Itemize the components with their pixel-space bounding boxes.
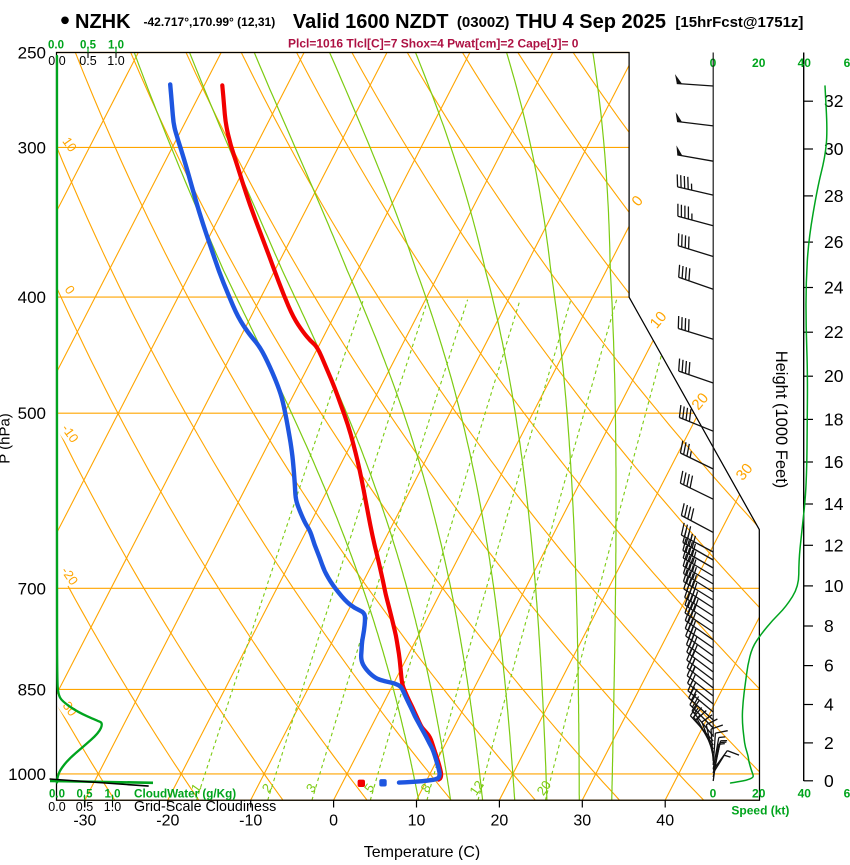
svg-text:Valid 1600 NZDT: Valid 1600 NZDT <box>293 11 449 33</box>
svg-text:P (hPa): P (hPa) <box>0 413 14 464</box>
svg-text:4: 4 <box>824 695 834 715</box>
svg-text:1.0: 1.0 <box>108 40 124 52</box>
svg-text:2: 2 <box>824 733 834 753</box>
svg-text:22: 22 <box>824 322 843 342</box>
svg-text:Temperature (C): Temperature (C) <box>364 844 480 860</box>
svg-text:26: 26 <box>824 232 843 252</box>
svg-text:THU 4 Sep 2025: THU 4 Sep 2025 <box>516 11 666 33</box>
svg-text:40: 40 <box>798 787 812 801</box>
svg-text:16: 16 <box>824 452 843 472</box>
svg-text:6: 6 <box>844 56 850 70</box>
svg-text:20: 20 <box>534 778 555 798</box>
svg-text:-20: -20 <box>156 813 179 830</box>
svg-text:500: 500 <box>18 404 46 423</box>
svg-text:1.0: 1.0 <box>107 54 124 68</box>
svg-text:0.0: 0.0 <box>48 40 64 52</box>
svg-text:0.5: 0.5 <box>79 54 96 68</box>
svg-text:6: 6 <box>824 656 834 676</box>
svg-text:-30: -30 <box>73 813 96 830</box>
svg-text:8: 8 <box>824 616 834 636</box>
svg-text:850: 850 <box>18 680 46 699</box>
svg-text:1.0: 1.0 <box>104 800 121 814</box>
svg-text:20: 20 <box>752 56 766 70</box>
svg-text:20: 20 <box>752 787 766 801</box>
svg-text:-10: -10 <box>239 813 262 830</box>
svg-text:10: 10 <box>824 576 844 596</box>
svg-text:1.0: 1.0 <box>105 789 121 801</box>
svg-text:400: 400 <box>18 288 46 307</box>
svg-text:0: 0 <box>824 771 834 791</box>
svg-text:20: 20 <box>824 366 844 386</box>
svg-text:18: 18 <box>824 409 843 429</box>
svg-text:20: 20 <box>491 813 509 830</box>
svg-text:Plcl=1016 Tlcl[C]=7 Shox=4 Pwa: Plcl=1016 Tlcl[C]=7 Shox=4 Pwat[cm]=2 Ca… <box>288 37 579 51</box>
svg-text:40: 40 <box>798 56 812 70</box>
svg-text:0: 0 <box>329 813 338 830</box>
svg-text:28: 28 <box>824 186 843 206</box>
svg-text:0.5: 0.5 <box>80 40 97 52</box>
svg-text:12: 12 <box>824 535 843 555</box>
svg-text:700: 700 <box>18 579 46 598</box>
svg-text:6: 6 <box>844 787 850 801</box>
svg-text:1000: 1000 <box>8 765 46 784</box>
svg-text:30: 30 <box>573 813 591 830</box>
svg-text:250: 250 <box>18 44 46 63</box>
svg-text:10: 10 <box>59 134 80 154</box>
svg-text:14: 14 <box>824 494 844 514</box>
svg-text:0.0: 0.0 <box>48 800 65 814</box>
svg-text:Grid-Scale Cloudiness: Grid-Scale Cloudiness <box>134 799 276 815</box>
svg-text:0.5: 0.5 <box>77 789 94 801</box>
svg-text:CloudWater (g/Kg): CloudWater (g/Kg) <box>134 788 236 801</box>
svg-text:-42.717°,170.99° (12,31): -42.717°,170.99° (12,31) <box>144 15 276 29</box>
svg-text:40: 40 <box>656 813 674 830</box>
svg-text:0.5: 0.5 <box>76 800 93 814</box>
svg-text:(0300Z): (0300Z) <box>457 14 510 31</box>
svg-text:0.0: 0.0 <box>49 789 65 801</box>
svg-text:Speed (kt): Speed (kt) <box>731 804 789 818</box>
svg-text:0: 0 <box>710 787 717 801</box>
svg-text:NZHK: NZHK <box>75 11 131 33</box>
svg-text:24: 24 <box>824 278 844 298</box>
svg-text:30: 30 <box>824 139 844 159</box>
svg-text:10: 10 <box>408 813 426 830</box>
svg-text:32: 32 <box>824 91 843 111</box>
svg-text:300: 300 <box>18 138 46 157</box>
svg-text:[15hrFcst@1751z]: [15hrFcst@1751z] <box>675 14 803 31</box>
svg-text:Height (1000 Feet): Height (1000 Feet) <box>772 351 790 489</box>
svg-text:12: 12 <box>466 778 487 798</box>
